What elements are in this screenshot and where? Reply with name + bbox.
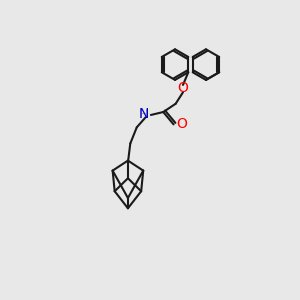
- Text: O: O: [176, 117, 187, 131]
- Text: N: N: [139, 107, 149, 121]
- Text: O: O: [178, 82, 188, 95]
- Text: H: H: [139, 109, 148, 122]
